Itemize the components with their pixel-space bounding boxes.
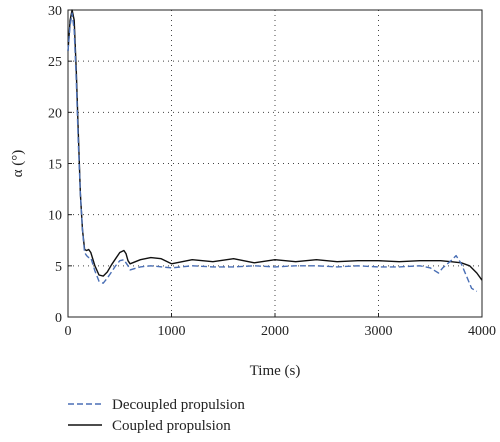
x-tick-label: 3000 [365,324,393,339]
x-tick-label: 2000 [261,324,289,339]
y-tick-label: 20 [48,106,62,121]
x-tick-label: 4000 [468,324,496,339]
x-axis: 0 1000 2000 3000 4000 [65,313,496,339]
y-tick-label: 15 [48,158,62,173]
series-layer [67,9,483,293]
x-axis-label: Time (s) [250,363,301,379]
y-axis-label: α (°) [10,150,26,178]
y-tick-label: 25 [48,55,62,70]
x-tick-label: 0 [65,324,72,339]
y-tick-label: 5 [55,260,62,275]
y-tick-label: 10 [48,209,62,224]
grid [68,10,482,317]
y-axis: 0 5 10 15 20 25 30 [48,4,72,326]
y-tick-label: 30 [48,4,62,19]
y-tick-label: 0 [55,311,62,326]
x-tick-label: 1000 [158,324,186,339]
legend: Decoupled propulsion Coupled propulsion [68,397,245,434]
legend-label-decoupled: Decoupled propulsion [112,397,245,413]
legend-label-coupled: Coupled propulsion [112,418,231,434]
series-line-decoupled [67,12,478,293]
